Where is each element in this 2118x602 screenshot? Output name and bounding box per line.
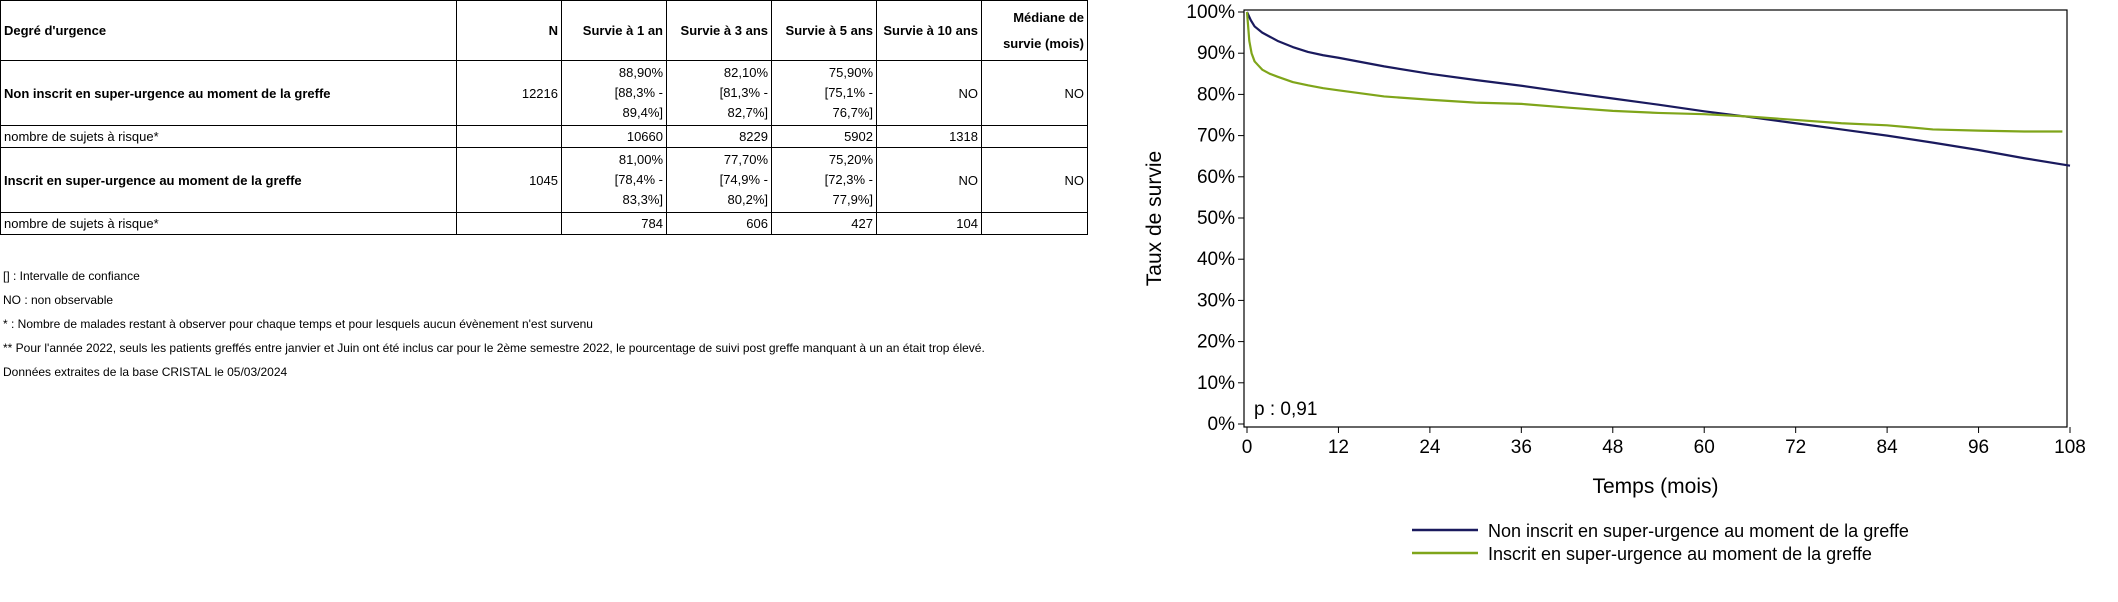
y-tick-label: 90% <box>1197 43 1235 64</box>
survie-5ans-cell: 75,20% [72,3% - 77,9%] <box>771 147 877 213</box>
survie-5ans-cell: 75,90% [75,1% - 76,7%] <box>771 60 877 126</box>
survie-1an-cell: 88,90% [88,3% - 89,4%] <box>561 60 667 126</box>
plot-frame <box>1243 9 2068 428</box>
ci-upper: 83,3%] <box>622 192 663 207</box>
header-survie-1an: Survie à 1 an <box>561 0 667 61</box>
y-tick-label: 80% <box>1197 84 1235 105</box>
y-tick-label: 0% <box>1208 414 1236 435</box>
survie-value: 82,10% <box>723 65 768 80</box>
x-axis-label: Temps (mois) <box>1592 475 1718 498</box>
survie-10ans-cell: NO <box>876 147 982 213</box>
survie-value: 81,00% <box>618 152 663 167</box>
table-row: Non inscrit en super-urgence au moment d… <box>0 60 1088 126</box>
y-tick-label: 40% <box>1197 249 1235 270</box>
risk-cell: 606 <box>666 212 772 235</box>
risk-cell: 1318 <box>876 125 982 148</box>
note-source: Données extraites de la base CRISTAL le … <box>3 365 288 379</box>
ci-lower: [78,4% - <box>614 172 663 187</box>
table-row: nombre de sujets à risque* 10660 8229 59… <box>0 125 1088 148</box>
header-n: N <box>456 0 562 61</box>
y-tick-label: 50% <box>1197 208 1235 229</box>
y-tick-label: 60% <box>1197 167 1235 188</box>
chart-svg: 0% 10% 20% 30% 40% 50% 60% 70% 80% 90% 100% 0 12 24 36… <box>1143 2 2086 564</box>
table-row: nombre de sujets à risque* 784 606 427 1… <box>0 212 1088 235</box>
survie-3ans-cell: 77,70% [74,9% - 80,2%] <box>666 147 772 213</box>
note-sujets-risque: * : Nombre de malades restant à observer… <box>3 317 593 331</box>
survie-value: 75,20% <box>828 152 873 167</box>
risk-cell <box>981 212 1088 235</box>
survie-3ans-cell: 82,10% [81,3% - 82,7%] <box>666 60 772 126</box>
y-axis-label: Taux de survie <box>1143 151 1166 286</box>
x-tick-label: 24 <box>1419 437 1441 458</box>
note-non-observable: NO : non observable <box>3 293 114 307</box>
p-value-annotation: p : 0,91 <box>1254 399 1317 420</box>
ci-lower: [74,9% - <box>719 172 768 187</box>
survie-value: 75,90% <box>828 65 873 80</box>
table-row: Inscrit en super-urgence au moment de la… <box>0 147 1088 213</box>
ci-upper: 80,2%] <box>727 192 768 207</box>
legend-label-1: Non inscrit en super-urgence au moment d… <box>1488 521 1909 541</box>
ci-upper: 89,4%] <box>622 105 663 120</box>
risk-cell: 10660 <box>561 125 667 148</box>
series-line-2 <box>1245 11 2063 133</box>
x-tick-label: 36 <box>1511 437 1532 458</box>
footnotes: [] : Intervalle de confiance NO : non ob… <box>3 264 985 384</box>
ci-lower: [81,3% - <box>719 85 768 100</box>
risk-cell: 5902 <box>771 125 877 148</box>
header-survie-10ans: Survie à 10 ans <box>876 0 982 61</box>
risk-label: nombre de sujets à risque* <box>0 212 457 235</box>
x-tick-label: 72 <box>1785 437 1806 458</box>
risk-label: nombre de sujets à risque* <box>0 125 457 148</box>
x-tick-label: 84 <box>1877 437 1899 458</box>
header-mediane: Médiane de survie (mois) <box>981 0 1088 61</box>
group-label: Inscrit en super-urgence au moment de la… <box>0 147 457 213</box>
y-tick-label: 30% <box>1197 290 1235 311</box>
risk-cell: 427 <box>771 212 877 235</box>
y-tick-label: 100% <box>1186 2 1235 23</box>
y-tick-label: 20% <box>1197 332 1235 353</box>
risk-cell: 8229 <box>666 125 772 148</box>
x-tick-label: 60 <box>1694 437 1715 458</box>
survie-10ans-cell: NO <box>876 60 982 126</box>
x-tick-label: 108 <box>2054 437 2086 458</box>
survie-value: 77,70% <box>723 152 768 167</box>
ci-lower: [75,1% - <box>824 85 873 100</box>
ci-lower: [72,3% - <box>824 172 873 187</box>
x-tick-label: 48 <box>1602 437 1623 458</box>
group-label: Non inscrit en super-urgence au moment d… <box>0 60 457 126</box>
series-line-1 <box>1246 11 2071 167</box>
risk-cell: 784 <box>561 212 667 235</box>
survival-table: Degré d'urgence N Survie à 1 an Survie à… <box>0 0 1088 235</box>
mediane-cell: NO <box>981 60 1088 126</box>
risk-cell <box>456 212 562 235</box>
ci-lower: [88,3% - <box>614 85 663 100</box>
ci-upper: 76,7%] <box>832 105 873 120</box>
risk-cell: 104 <box>876 212 982 235</box>
ci-upper: 77,9%] <box>832 192 873 207</box>
x-tick-label: 12 <box>1328 437 1349 458</box>
header-degre-urgence: Degré d'urgence <box>0 0 457 61</box>
y-tick-label: 10% <box>1197 373 1235 394</box>
ci-upper: 82,7%] <box>727 105 768 120</box>
mediane-cell: NO <box>981 147 1088 213</box>
table-header-row: Degré d'urgence N Survie à 1 an Survie à… <box>0 0 1088 61</box>
legend-label-2: Inscrit en super-urgence au moment de la… <box>1488 544 1872 564</box>
group-n: 12216 <box>456 60 562 126</box>
survie-value: 88,90% <box>618 65 663 80</box>
note-intervalle: [] : Intervalle de confiance <box>3 269 140 283</box>
risk-cell <box>981 125 1088 148</box>
header-survie-5ans: Survie à 5 ans <box>771 0 877 61</box>
note-annee-2022: ** Pour l'année 2022, seuls les patients… <box>3 341 985 355</box>
risk-cell <box>456 125 562 148</box>
x-tick-label: 96 <box>1968 437 1989 458</box>
header-survie-3ans: Survie à 3 ans <box>666 0 772 61</box>
x-tick-label: 0 <box>1242 437 1253 458</box>
survival-chart: 0% 10% 20% 30% 40% 50% 60% 70% 80% 90% 100% 0 12 24 36… <box>1110 0 2118 602</box>
y-tick-label: 70% <box>1197 126 1235 147</box>
survie-1an-cell: 81,00% [78,4% - 83,3%] <box>561 147 667 213</box>
group-n: 1045 <box>456 147 562 213</box>
